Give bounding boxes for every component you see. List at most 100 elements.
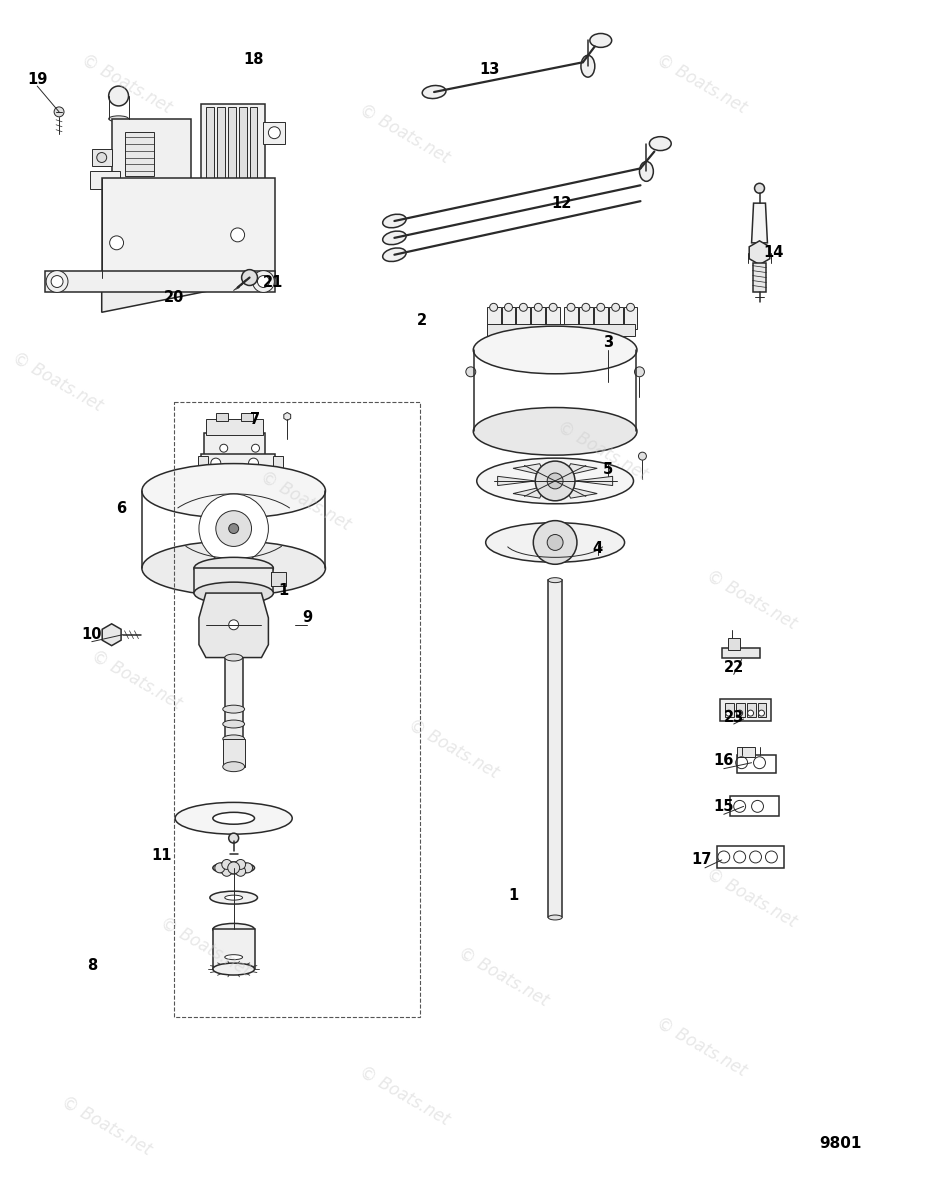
Ellipse shape [213,812,255,824]
Circle shape [229,523,238,534]
Text: © Boats.net: © Boats.net [703,566,800,634]
Text: 1: 1 [508,888,519,904]
Text: 15: 15 [713,799,734,814]
Text: © Boats.net: © Boats.net [356,101,452,167]
Ellipse shape [175,803,293,834]
Text: 4: 4 [593,541,603,556]
Bar [722,648,759,658]
Bar [517,307,530,329]
Circle shape [748,710,753,716]
Bar [735,703,745,718]
Circle shape [549,304,557,311]
Text: 20: 20 [164,290,184,305]
Circle shape [754,184,765,193]
Text: 7: 7 [251,412,260,427]
Text: © Boats.net: © Boats.net [555,418,651,485]
Circle shape [249,458,258,468]
Bar [46,271,276,293]
Circle shape [211,458,220,468]
Circle shape [229,833,238,844]
Ellipse shape [194,582,274,604]
Text: © Boats.net: © Boats.net [58,1093,155,1159]
Text: © Boats.net: © Boats.net [654,1013,750,1080]
Ellipse shape [194,557,274,580]
Bar [736,755,776,773]
Circle shape [253,271,275,293]
Bar [752,263,767,293]
Circle shape [108,86,128,106]
Polygon shape [575,476,613,486]
Ellipse shape [142,541,326,595]
Bar [747,703,755,718]
Text: 23: 23 [724,709,744,725]
Bar [274,456,283,476]
Circle shape [489,304,498,311]
Bar [228,107,236,179]
Circle shape [236,866,246,876]
Text: © Boats.net: © Boats.net [356,1063,452,1129]
Bar [102,179,276,277]
Circle shape [269,127,280,139]
Text: 3: 3 [602,335,613,349]
Bar [736,746,754,757]
Circle shape [216,511,252,546]
Polygon shape [284,413,291,420]
Bar [486,324,636,336]
Circle shape [560,420,578,438]
Ellipse shape [225,895,242,900]
Circle shape [199,494,269,563]
Circle shape [547,473,563,488]
Circle shape [597,304,605,311]
Circle shape [482,420,500,438]
Bar [609,307,622,329]
Text: 12: 12 [551,196,571,211]
Circle shape [567,304,575,311]
Ellipse shape [639,162,654,181]
Ellipse shape [210,892,257,904]
Circle shape [47,271,68,293]
Text: 16: 16 [713,754,734,768]
Circle shape [221,866,232,876]
Bar [124,132,154,176]
Bar [486,307,501,329]
Circle shape [533,521,577,564]
Bar [204,479,272,488]
Circle shape [638,452,646,460]
Bar [623,307,637,329]
Bar [206,420,263,436]
Bar [250,107,257,179]
Circle shape [97,152,106,162]
Polygon shape [513,463,545,475]
Bar [201,454,276,482]
Bar [757,703,767,718]
Text: 6: 6 [117,502,126,516]
Circle shape [215,863,225,872]
Bar [502,307,516,329]
Circle shape [487,420,505,438]
Circle shape [726,710,732,716]
Circle shape [627,304,635,311]
Bar [201,104,265,184]
Ellipse shape [222,706,244,713]
Polygon shape [750,241,770,265]
Bar [194,569,274,593]
Polygon shape [199,593,269,658]
Bar [531,307,545,329]
Bar [546,307,560,329]
Ellipse shape [142,463,326,518]
Ellipse shape [108,116,128,121]
Circle shape [484,420,502,438]
Text: 13: 13 [480,61,500,77]
Circle shape [241,270,257,286]
Bar [112,119,191,193]
Circle shape [54,107,64,116]
Bar [564,307,578,329]
Circle shape [612,304,619,311]
Bar [725,703,733,718]
Bar [594,307,608,329]
Ellipse shape [383,232,406,245]
Circle shape [229,620,238,630]
Bar [548,580,562,918]
Bar [222,739,244,767]
Ellipse shape [548,916,562,920]
